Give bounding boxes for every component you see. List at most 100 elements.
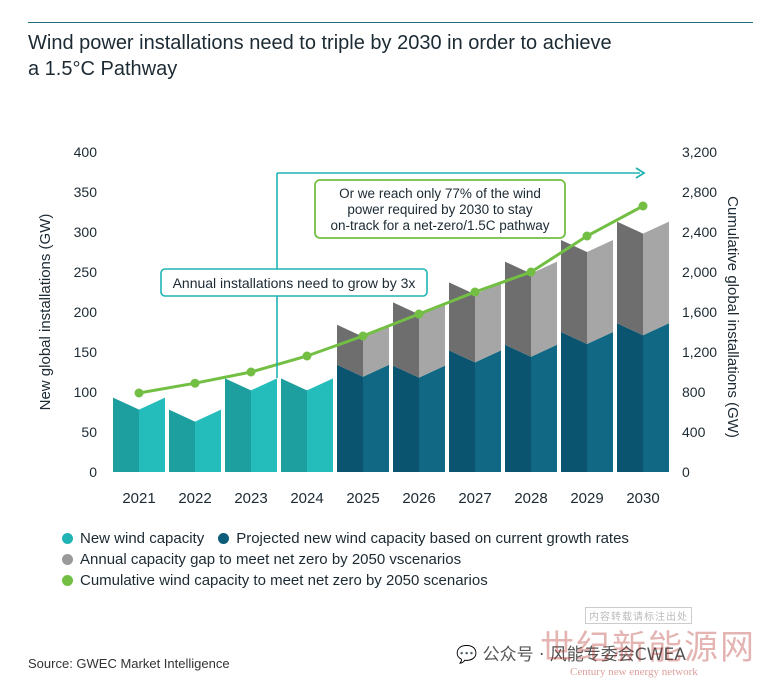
annotation-reach-box (314, 179, 566, 239)
y-left-tick-label: 150 (74, 344, 98, 360)
x-tick-label-2027: 2027 (458, 490, 491, 507)
watermark-account-text: 公众号 · 风能专委会CWEA (482, 645, 686, 665)
x-tick-label-2025: 2025 (346, 490, 379, 507)
x-tick-label-2021: 2021 (122, 490, 155, 507)
title-line-1: Wind power installations need to triple … (28, 32, 612, 54)
legend-item-gap: Annual capacity gap to meet net zero by … (62, 551, 461, 568)
watermark-small: 内容转载请标注出处 (585, 607, 692, 624)
annotation-annual-box (160, 268, 428, 297)
bar-new-2024-right-face (307, 378, 333, 472)
bar-gap-2025-right-face (363, 324, 389, 377)
bar-projected-2028-right-face (531, 344, 557, 472)
legend-label-new: New wind capacity (80, 530, 205, 547)
bar-projected-2025-right-face (363, 364, 389, 472)
y-left-tick-label: 0 (89, 464, 97, 480)
bar-projected-2026-left-face (393, 365, 419, 472)
y-right-axis-title: Cumulative global installations (GW) (724, 196, 741, 438)
x-tick-label-2028: 2028 (514, 490, 547, 507)
top-rule (28, 22, 753, 23)
legend-label-gap: Annual capacity gap to meet net zero by … (80, 551, 462, 568)
chart-title: Wind power installations need to triple … (28, 30, 728, 82)
bar-gap-2026-right-face (419, 302, 445, 378)
y-left-tick-label: 400 (74, 144, 98, 160)
legend-item-cumulative: Cumulative wind capacity to meet net zer… (62, 572, 488, 589)
source-note: Source: GWEC Market Intelligence (28, 656, 230, 671)
cumulative-point-2022 (190, 378, 200, 388)
annotation-reach-text-line: power required by 2030 to stay (347, 202, 533, 217)
cumulative-point-2025 (358, 331, 368, 341)
legend-swatch-gap (62, 554, 73, 565)
cumulative-point-2023 (246, 367, 256, 377)
y-right-tick-label: 1,200 (682, 344, 717, 360)
bar-new-2022-left-face (169, 409, 195, 472)
x-tick-label-2022: 2022 (178, 490, 211, 507)
bar-gap-2030-right-face (643, 221, 669, 336)
y-left-tick-label: 300 (74, 224, 98, 240)
cumulative-line (138, 204, 644, 395)
bar-new-2021-right-face (139, 397, 165, 472)
bar-new-2023-left-face (225, 378, 251, 472)
bar-gap-2027-right-face (475, 282, 501, 363)
title-line-2: a 1.5°C Pathway (28, 58, 178, 80)
watermark-logo: 世纪新能源网 (540, 628, 756, 668)
bar-gap-2028-left-face (505, 261, 531, 357)
bar-gap-2029-right-face (587, 240, 613, 344)
bar-new-2021-left-face (113, 397, 139, 472)
legend-row-3: Cumulative wind capacity to meet net zer… (62, 570, 643, 591)
legend-item-new: New wind capacity (62, 530, 204, 547)
legend-swatch-projected (218, 533, 230, 544)
cumulative-point-2028 (526, 267, 536, 277)
bar-projected-2027-right-face (475, 350, 501, 472)
bar-projected-2025-left-face (337, 364, 363, 472)
y-left-tick-label: 100 (74, 384, 98, 400)
bar-projected-2029-right-face (587, 332, 613, 472)
bar-new-2024-left-face (281, 378, 307, 472)
bar-projected-2029-left-face (561, 332, 587, 472)
y-right-tick-label: 400 (682, 424, 706, 440)
bar-gap-2027-left-face (449, 282, 475, 363)
bar-new-2023-right-face (251, 378, 277, 472)
y-right-tick-label: 2,800 (682, 184, 717, 200)
legend-row-2: Annual capacity gap to meet net zero by … (62, 549, 643, 570)
x-tick-label-2024: 2024 (290, 490, 323, 507)
watermark-subtitle: Century new energy network (570, 666, 698, 678)
legend-label-cumulative: Cumulative wind capacity to meet net zer… (80, 572, 488, 589)
bar-gap-2028-right-face (531, 261, 557, 357)
x-tick-label-2026: 2026 (402, 490, 435, 507)
bar-projected-2030-left-face (617, 323, 643, 472)
bar-projected-2030-right-face (643, 323, 669, 472)
x-tick-label-2029: 2029 (570, 490, 603, 507)
bar-projected-2028-left-face (505, 344, 531, 472)
legend-row-1: New wind capacity Projected new wind cap… (62, 528, 643, 549)
y-left-tick-label: 50 (81, 424, 97, 440)
cumulative-point-2029 (582, 231, 592, 241)
y-right-tick-label: 3,200 (682, 144, 717, 160)
cumulative-point-2021 (134, 388, 144, 398)
y-left-tick-label: 350 (74, 184, 98, 200)
bar-projected-2027-left-face (449, 350, 475, 472)
legend-swatch-cumulative (62, 575, 73, 586)
x-tick-label-2030: 2030 (626, 490, 659, 507)
bar-new-2022-right-face (195, 409, 221, 472)
legend-swatch-new (62, 533, 73, 544)
annotation-reach-text-line: Or we reach only 77% of the wind (339, 186, 541, 201)
y-left-axis-title: New global installations (GW) (37, 214, 54, 411)
wechat-icon: 💬 (456, 645, 478, 665)
legend-label-projected: Projected new wind capacity based on cur… (236, 530, 629, 547)
y-right-tick-label: 1,600 (682, 304, 717, 320)
annotation-annual-text: Annual installations need to grow by 3x (173, 275, 416, 291)
bar-gap-2029-left-face (561, 240, 587, 344)
y-right-tick-label: 0 (682, 464, 690, 480)
watermark-account: 💬 公众号 · 风能专委会CWEA (456, 640, 686, 665)
cumulative-point-2026 (414, 309, 424, 319)
cumulative-point-2030 (638, 201, 648, 211)
y-left-tick-label: 250 (74, 264, 98, 280)
legend-item-projected: Projected new wind capacity based on cur… (218, 530, 629, 547)
cumulative-point-2027 (470, 287, 480, 297)
y-right-tick-label: 2,000 (682, 264, 717, 280)
annotation-reach-text-line: on-track for a net-zero/1.5C pathway (330, 218, 549, 233)
bar-projected-2026-right-face (419, 365, 445, 472)
y-right-tick-label: 2,400 (682, 224, 717, 240)
y-right-tick-label: 800 (682, 384, 706, 400)
